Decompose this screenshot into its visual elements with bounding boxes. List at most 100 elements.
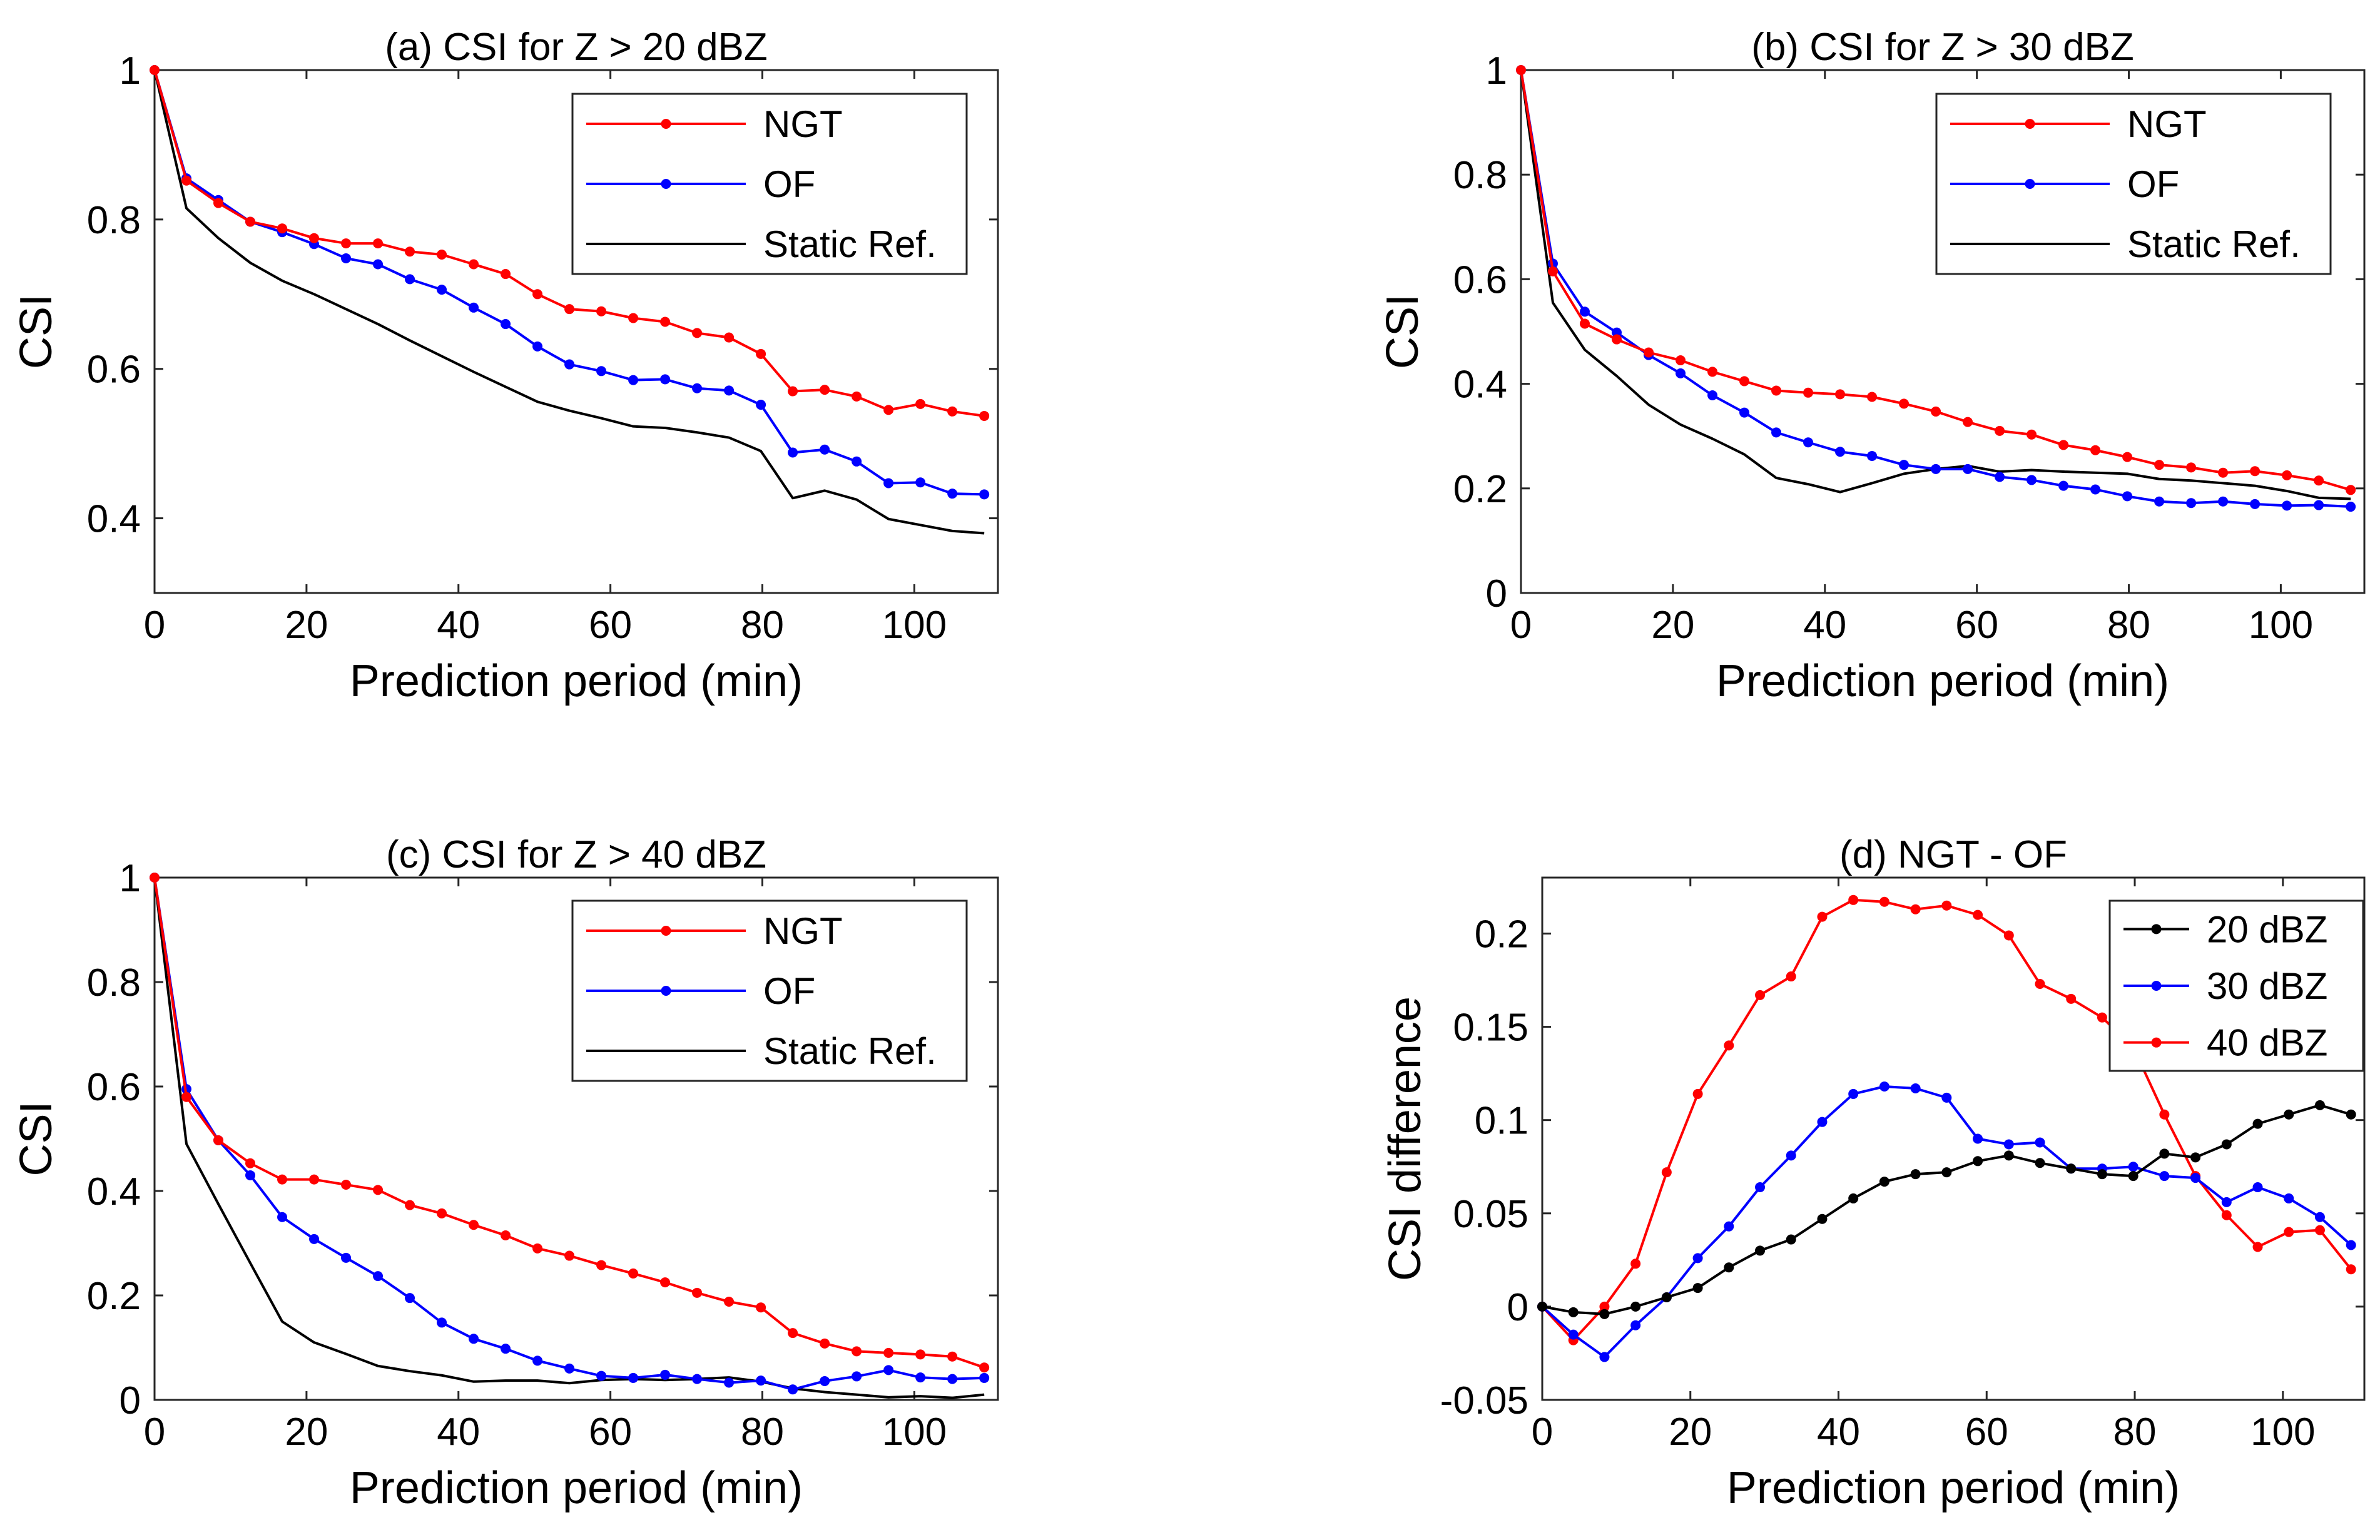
data-point — [660, 374, 671, 385]
data-point — [2314, 1212, 2325, 1222]
data-point — [883, 478, 894, 489]
series-static-ref — [153, 877, 985, 1399]
data-point — [2027, 475, 2037, 485]
data-point — [596, 366, 607, 377]
data-point — [1599, 1352, 1610, 1362]
data-point — [1867, 450, 1878, 461]
data-point — [341, 1252, 352, 1263]
legend-swatch-marker — [2151, 981, 2162, 991]
axes-box — [153, 876, 999, 1401]
data-point — [501, 1344, 511, 1354]
x-tick-label: 60 — [589, 604, 632, 647]
data-point — [692, 1374, 703, 1384]
legend-swatch-marker — [2025, 179, 2035, 189]
data-point — [501, 319, 511, 330]
legend: NGT OF Static Ref. — [1935, 93, 2332, 275]
data-point — [852, 456, 862, 467]
data-point — [756, 348, 766, 359]
data-point — [2346, 1264, 2356, 1275]
data-point — [1941, 900, 1952, 911]
x-tick-label: 20 — [285, 604, 328, 647]
data-point — [1537, 1301, 1547, 1312]
data-point — [724, 332, 735, 343]
data-point — [596, 1370, 607, 1381]
data-point — [883, 1365, 894, 1375]
y-tick-label: 0.05 — [1453, 1193, 1528, 1236]
data-point — [1963, 464, 1973, 474]
data-point — [2159, 1171, 2170, 1182]
data-point — [405, 1293, 415, 1304]
x-tick-label: 20 — [1651, 604, 1694, 647]
data-point — [2128, 1162, 2138, 1172]
data-point — [1848, 894, 1859, 905]
data-point — [1973, 1156, 1983, 1167]
legend-swatch-marker — [2025, 119, 2035, 129]
chart-a: 0 20 40 60 80 100 0.4 0.6 0.8 1 (a) CSI for Z > 20… — [11, 26, 999, 706]
legend: 20 dBZ 30 dBZ 40 dBZ — [2108, 899, 2364, 1072]
x-axis-label: Prediction period (min) — [350, 656, 803, 706]
x-tick-label: 40 — [1803, 604, 1846, 647]
x-tick-label: 0 — [144, 604, 165, 647]
data-point — [1755, 1245, 1766, 1256]
y-axis-label: CSI difference — [1380, 996, 1430, 1281]
data-point — [852, 1371, 862, 1382]
data-point — [2282, 470, 2292, 480]
data-point — [692, 383, 703, 393]
data-point — [181, 1092, 192, 1102]
data-point — [150, 65, 160, 75]
data-point — [2346, 1240, 2356, 1250]
x-tick-label: 100 — [882, 604, 947, 647]
data-point — [1817, 911, 1828, 922]
series-20-dbz — [1537, 1100, 2356, 1319]
data-point — [213, 1135, 224, 1146]
data-point — [1630, 1259, 1641, 1269]
data-point — [309, 1174, 320, 1185]
data-point — [2097, 1169, 2107, 1180]
y-tick-label: 0.6 — [1453, 258, 1507, 301]
data-point — [437, 1317, 447, 1328]
series-40-dbz — [1537, 894, 2356, 1345]
chart-title: (a) CSI for Z > 20 dBZ — [385, 26, 768, 69]
data-point — [1644, 347, 1654, 358]
data-point — [915, 1349, 926, 1360]
data-point — [277, 223, 288, 234]
data-point — [245, 1170, 256, 1180]
data-point — [2003, 1139, 2014, 1150]
chart-title: (b) CSI for Z > 30 dBZ — [1751, 26, 2134, 69]
data-point — [564, 1363, 575, 1374]
data-point — [1692, 1088, 1703, 1099]
data-point — [1739, 407, 1750, 418]
data-point — [469, 1220, 479, 1230]
data-point — [1707, 390, 1718, 400]
axes-box — [1520, 69, 2366, 594]
data-point — [788, 386, 798, 397]
data-point — [1786, 1150, 1796, 1161]
series-static-ref — [153, 69, 985, 535]
data-point — [1612, 334, 1622, 345]
y-tick-label: 0.8 — [87, 199, 141, 242]
data-point — [2154, 460, 2165, 470]
data-point — [181, 175, 192, 186]
data-point — [1910, 1083, 1921, 1093]
data-point — [2128, 1171, 2138, 1182]
data-point — [1910, 1169, 1921, 1180]
data-point — [2097, 1012, 2107, 1023]
data-point — [213, 198, 224, 208]
data-point — [309, 1234, 320, 1244]
y-axis-label: CSI — [11, 1101, 61, 1176]
data-point — [2250, 466, 2260, 477]
series-line — [1541, 1085, 2352, 1359]
data-point — [245, 216, 256, 227]
x-tick-label: 0 — [1532, 1411, 1553, 1454]
data-point — [2314, 1225, 2325, 1235]
data-point — [2035, 1137, 2045, 1148]
data-point — [1580, 318, 1590, 329]
legend-label: OF — [2127, 163, 2179, 205]
x-tick-label: 80 — [2107, 604, 2150, 647]
y-tick-label: -0.05 — [1440, 1379, 1528, 1422]
data-point — [1548, 266, 1559, 276]
series-line — [1542, 1103, 2352, 1315]
data-point — [373, 259, 384, 270]
y-tick-label: 1 — [120, 49, 141, 93]
data-point — [1676, 368, 1686, 378]
